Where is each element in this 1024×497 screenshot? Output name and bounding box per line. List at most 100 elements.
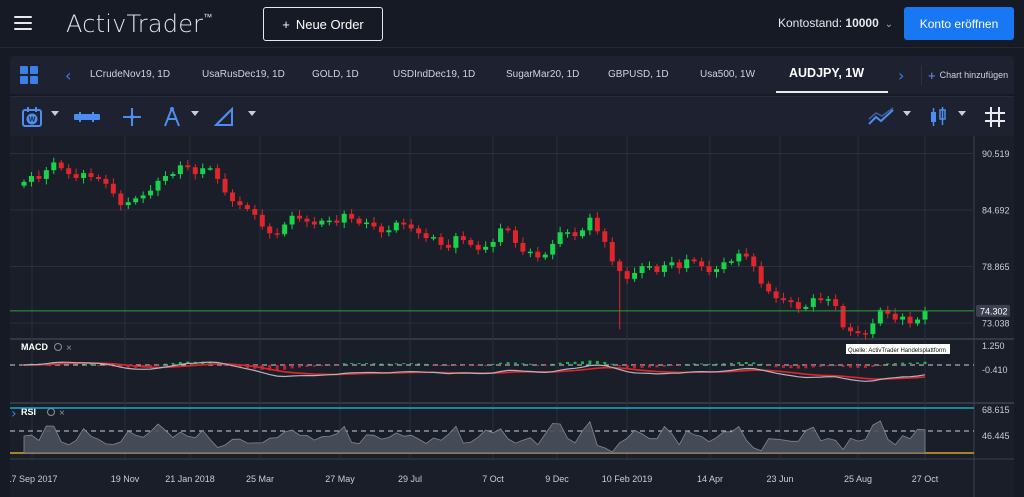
- open-account-button[interactable]: Konto eröffnen: [904, 7, 1014, 40]
- price-chart[interactable]: MACD × Quelle: ActivTrader Handelsplattfor…: [6, 136, 1014, 497]
- candle-body: [311, 221, 317, 225]
- macd-histogram-bar: [439, 365, 443, 366]
- drawing-tools-icon[interactable]: [160, 105, 184, 129]
- candle-body: [386, 230, 392, 233]
- indicator-settings-icon: [47, 408, 55, 416]
- price-axis-label: 78.865: [982, 262, 1010, 272]
- candlesticks: [21, 157, 928, 340]
- macd-histogram-bar: [566, 361, 570, 364]
- candle-body: [527, 251, 533, 254]
- expand-panel-icon[interactable]: ›: [11, 406, 17, 422]
- tab-usa500[interactable]: Usa500, 1W: [700, 69, 756, 80]
- caret-down-icon[interactable]: [248, 111, 256, 116]
- macd-histogram-bar: [499, 362, 503, 364]
- macd-histogram-bar: [722, 363, 726, 365]
- candle-body: [289, 215, 295, 225]
- price-axis-label: 90.519: [982, 149, 1010, 159]
- candle-body: [609, 241, 615, 262]
- candle-body: [244, 205, 250, 209]
- grid-toggle-icon[interactable]: [983, 105, 1007, 129]
- date-axis-label: 10 Feb 2019: [602, 474, 653, 484]
- macd-histogram-bar: [640, 365, 644, 368]
- macd-histogram-bar: [789, 365, 793, 369]
- chart-grid: [10, 136, 1014, 497]
- candle-body: [795, 302, 801, 309]
- balance-label: Kontostand:: [778, 16, 843, 30]
- date-axis-label: 7 Oct: [482, 474, 504, 484]
- chart-area[interactable]: MACD × Quelle: ActivTrader Handelsplattfor…: [6, 136, 1014, 497]
- app-logo[interactable]: ActivTrader™: [66, 10, 212, 38]
- caret-down-icon[interactable]: [191, 111, 199, 116]
- bar-type-icon[interactable]: [72, 105, 102, 129]
- shapes-icon[interactable]: [212, 105, 236, 129]
- candle-body: [326, 220, 332, 223]
- macd-histogram-bar: [357, 363, 361, 365]
- layout-grid-icon[interactable]: [20, 66, 38, 84]
- tab-usarusdec19[interactable]: UsaRusDec19, 1D: [202, 69, 285, 80]
- candle-body: [304, 218, 310, 222]
- candle-body: [393, 222, 399, 231]
- candle-body: [252, 208, 258, 215]
- macd-histogram-bar: [655, 365, 659, 368]
- tabs-scroll-left-icon[interactable]: ‹: [65, 66, 72, 85]
- tab-gold[interactable]: GOLD, 1D: [312, 69, 359, 80]
- tab-sugarmar20[interactable]: SugarMar20, 1D: [506, 69, 580, 80]
- candle-body: [572, 232, 578, 237]
- candle-body: [579, 230, 585, 237]
- caret-down-icon[interactable]: [51, 111, 59, 116]
- timeframe-calendar-icon[interactable]: W: [20, 105, 44, 129]
- tab-lcrudenov19[interactable]: LCrudeNov19, 1D: [90, 69, 171, 80]
- candle-body: [788, 300, 794, 303]
- macd-histogram-bar: [178, 361, 182, 364]
- date-axis-label: 23 Jun: [766, 474, 793, 484]
- caret-down-icon[interactable]: [958, 111, 966, 116]
- macd-axis-label: -0.410: [982, 365, 1008, 375]
- macd-histogram-bar: [923, 361, 927, 364]
- macd-histogram-bar: [558, 362, 562, 364]
- candle-body: [110, 183, 116, 194]
- new-order-button[interactable]: + Neue Order: [263, 7, 383, 41]
- tab-gbpusd[interactable]: GBPUSD, 1D: [608, 69, 669, 80]
- candle-body: [900, 316, 906, 320]
- macd-histogram-bar: [849, 365, 853, 368]
- tab-audjpy[interactable]: AUDJPY, 1W: [789, 66, 865, 80]
- macd-histogram-bar: [417, 363, 421, 365]
- macd-histogram-bar: [618, 365, 622, 367]
- candle-body: [907, 316, 913, 324]
- macd-histogram-bar: [476, 365, 480, 366]
- macd-histogram-bar: [685, 363, 689, 365]
- account-balance-dropdown[interactable]: Kontostand: 10000 ⌄: [778, 16, 893, 30]
- macd-histogram-bar: [834, 365, 838, 367]
- candle-body: [728, 261, 734, 263]
- candle-body: [624, 271, 630, 279]
- tab-usdinddec19[interactable]: USDIndDec19, 1D: [393, 69, 476, 80]
- macd-histogram-bar: [595, 360, 599, 364]
- macd-histogram-bar: [275, 365, 279, 371]
- crosshair-icon[interactable]: [120, 105, 144, 129]
- caret-down-icon[interactable]: [903, 111, 911, 116]
- candle-body: [498, 228, 504, 242]
- macd-histogram-bar: [588, 360, 592, 364]
- macd-axis-label: 1.250: [982, 341, 1005, 351]
- candle-body: [185, 165, 191, 168]
- macd-histogram-bar: [551, 363, 555, 365]
- indicators-icon[interactable]: [868, 105, 894, 129]
- date-axis-label: 9 Dec: [545, 474, 569, 484]
- macd-histogram-bar: [387, 363, 391, 365]
- candle-body: [73, 174, 79, 178]
- candle-style-icon[interactable]: [928, 105, 948, 129]
- candle-body: [751, 256, 757, 267]
- add-chart-button[interactable]: + Chart hinzufügen: [921, 65, 1014, 85]
- candle-body: [81, 173, 87, 178]
- macd-histogram-bar: [446, 365, 450, 366]
- current-price-badge: [976, 304, 1010, 317]
- current-price-label: 74.302: [980, 306, 1008, 316]
- candle-body: [803, 306, 809, 309]
- macd-histogram-bar: [126, 365, 130, 369]
- candle-body: [267, 226, 273, 234]
- candle-body: [423, 233, 429, 239]
- tabs-scroll-right-icon[interactable]: ›: [898, 66, 905, 85]
- hamburger-menu-icon[interactable]: [14, 16, 32, 30]
- candle-body: [371, 222, 377, 227]
- candle-body: [155, 180, 161, 191]
